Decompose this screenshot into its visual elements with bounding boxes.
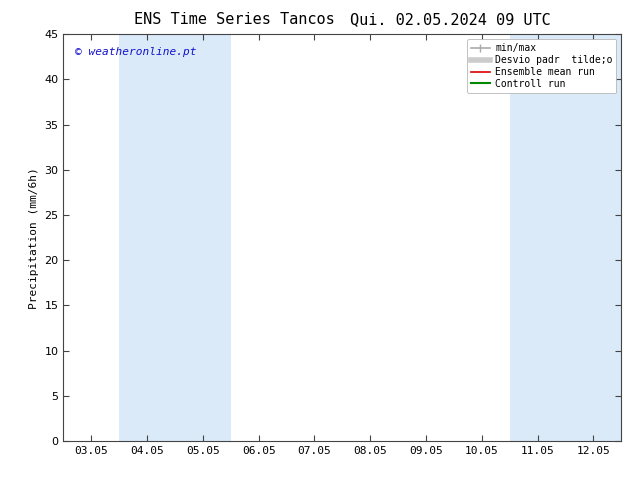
Y-axis label: Precipitation (mm/6h): Precipitation (mm/6h) bbox=[29, 167, 39, 309]
Bar bbox=[510, 34, 621, 441]
Bar bbox=[119, 34, 231, 441]
Text: ENS Time Series Tancos: ENS Time Series Tancos bbox=[134, 12, 335, 27]
Text: © weatheronline.pt: © weatheronline.pt bbox=[75, 47, 196, 56]
Text: Qui. 02.05.2024 09 UTC: Qui. 02.05.2024 09 UTC bbox=[350, 12, 550, 27]
Legend: min/max, Desvio padr  tilde;o, Ensemble mean run, Controll run: min/max, Desvio padr tilde;o, Ensemble m… bbox=[467, 39, 616, 93]
